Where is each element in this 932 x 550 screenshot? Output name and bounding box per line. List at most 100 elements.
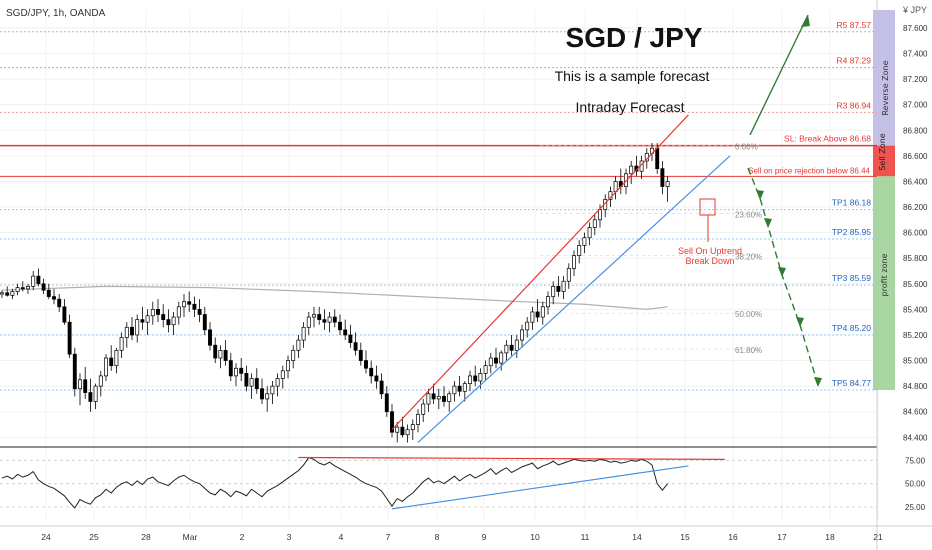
candle-body — [405, 429, 410, 436]
candle-100 — [520, 324, 524, 348]
candle-40 — [208, 322, 212, 351]
level-label-0: R5 87.57 — [837, 20, 872, 30]
time-tick-3: Mar — [183, 532, 198, 542]
candle-body — [286, 360, 290, 372]
candle-body — [530, 311, 535, 323]
candle-113 — [587, 222, 592, 246]
candle-body — [540, 306, 545, 318]
candle-63 — [327, 311, 332, 333]
time-tick-15: 17 — [777, 532, 787, 542]
candle-body — [390, 411, 394, 433]
fib-label-0: 0.00% — [735, 143, 758, 152]
candle-36 — [187, 291, 192, 312]
candle-61 — [317, 306, 322, 325]
candle-62 — [322, 309, 327, 330]
profit-zone-band — [873, 176, 895, 390]
zones-layer — [873, 10, 895, 390]
axis-layer[interactable]: 84.400 84.600 84.800 85.000 85.200 85.400 85.6… — [41, 24, 928, 542]
candle-body — [358, 349, 363, 361]
candle-43 — [223, 340, 228, 366]
candle-body — [130, 326, 134, 336]
candle-body — [374, 375, 379, 382]
time-tick-17: 21 — [873, 532, 883, 542]
candle-98 — [509, 334, 514, 356]
candle-body — [535, 311, 540, 318]
rsi-resistance-line — [298, 456, 725, 460]
candle-body — [327, 316, 332, 323]
candle-body — [499, 352, 504, 364]
candle-body — [504, 344, 509, 354]
currency-badge[interactable]: ¥ JPY — [902, 5, 927, 15]
candle-58 — [301, 322, 306, 348]
candle-body — [98, 375, 103, 387]
bearish-arrowhead-1 — [764, 218, 772, 228]
levels-layer: R5 87.57 R4 87.29 R3 86.94 SL: Break Above … — [0, 20, 877, 391]
candle-46 — [239, 358, 244, 382]
rsi-tick-2: 75.00 — [905, 456, 926, 465]
candle-39 — [202, 306, 207, 335]
candle-body — [228, 360, 233, 377]
candle-86 — [447, 391, 452, 412]
symbol-label[interactable]: SGD/JPY, 1h, OANDA — [6, 8, 106, 19]
candle-48 — [249, 373, 254, 399]
candle-82 — [426, 388, 431, 412]
candle-body — [520, 329, 524, 341]
candle-body — [556, 286, 561, 292]
candle-5 — [26, 283, 30, 295]
candle-3 — [15, 283, 20, 296]
sell-note-line2: Break Down — [685, 256, 734, 266]
candle-88 — [457, 375, 462, 397]
candle-body — [379, 380, 384, 395]
level-label-3: SL: Break Above 86.68 — [784, 134, 871, 144]
candle-body — [26, 286, 30, 290]
price-tick-9: 86.200 — [903, 203, 928, 212]
candle-12 — [62, 299, 67, 325]
fib-label-4: 61.80% — [735, 346, 762, 355]
candle-body — [41, 283, 46, 291]
candle-23 — [119, 332, 124, 358]
candle-body — [5, 292, 10, 296]
lower-trend-line — [417, 155, 731, 443]
candle-90 — [468, 370, 472, 392]
price-tick-4: 85.200 — [903, 331, 928, 340]
sell-zone-label: Sell Zone — [878, 133, 887, 170]
candle-body — [426, 393, 431, 405]
candle-body — [301, 326, 306, 341]
candle-body — [0, 292, 4, 295]
candle-body — [400, 426, 405, 436]
reverse-zone-band — [873, 10, 895, 146]
candle-26 — [135, 314, 140, 343]
candle-78 — [405, 424, 410, 443]
candle-7 — [36, 268, 41, 287]
time-tick-8: 8 — [435, 532, 440, 542]
candle-101 — [525, 317, 530, 338]
candle-9 — [46, 283, 51, 300]
fib-label-3: 50.00% — [735, 310, 762, 319]
candle-21 — [109, 345, 114, 371]
candle-95 — [494, 347, 498, 369]
candle-66 — [343, 319, 348, 341]
price-tick-7: 85.800 — [903, 254, 928, 263]
candle-79 — [410, 419, 415, 440]
candle-28 — [145, 309, 150, 335]
chart-subtitle-2: Intraday Forecast — [576, 99, 685, 115]
candle-54 — [280, 365, 285, 389]
candle-body — [182, 301, 186, 308]
candle-24 — [124, 322, 129, 348]
candle-body — [10, 291, 15, 296]
candle-35 — [182, 294, 186, 318]
time-tick-13: 15 — [680, 532, 690, 542]
candle-body — [223, 349, 228, 361]
candle-body — [104, 357, 108, 377]
candle-body — [582, 237, 587, 246]
candle-body — [447, 393, 452, 402]
candle-body — [260, 388, 264, 400]
candle-body — [598, 209, 602, 221]
candle-67 — [348, 324, 353, 348]
candle-body — [629, 165, 634, 175]
candle-56 — [291, 345, 296, 369]
candle-body — [249, 378, 254, 387]
candle-80 — [416, 409, 420, 433]
